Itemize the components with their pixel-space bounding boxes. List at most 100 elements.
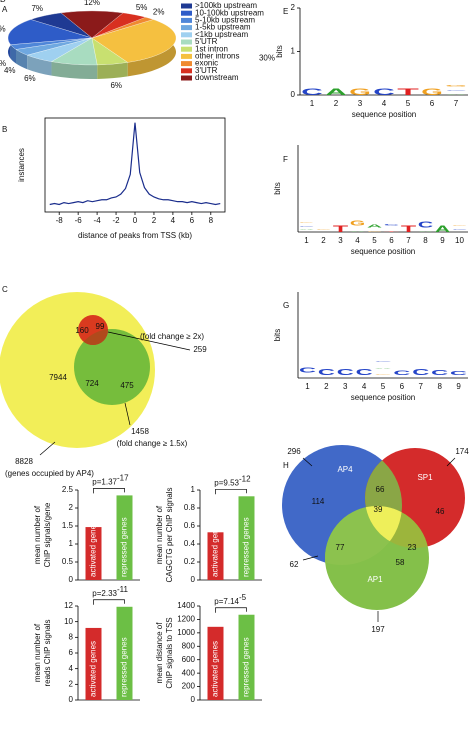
- region-count: 7944: [49, 373, 67, 382]
- pie-value-label: 5%: [136, 3, 148, 12]
- legend-label: >100kb upstream: [195, 1, 257, 10]
- y-tick-label: 6: [69, 648, 74, 657]
- logo-letter: A: [367, 224, 386, 229]
- y-tick-label: 800: [182, 641, 196, 650]
- pie-value-label: 12%: [84, 0, 100, 7]
- panel-label: B: [2, 125, 7, 134]
- y-tick-label: 0: [291, 90, 296, 99]
- y-tick-label: 2.5: [62, 485, 74, 494]
- legend-swatch: [181, 46, 192, 52]
- y-tick-label: 10: [64, 617, 73, 626]
- y-tick-label: 1400: [177, 601, 195, 610]
- x-tick-label: 4: [362, 382, 367, 391]
- bar-category-label: activated genes: [89, 521, 98, 577]
- logo-letter: G: [375, 375, 404, 376]
- y-tick-label: 0.5: [62, 557, 74, 566]
- region-count: 724: [85, 379, 99, 388]
- y-axis-label: ChIP signals/gene: [43, 502, 52, 567]
- x-tick-label: 4: [382, 99, 387, 108]
- logo-letter: T: [401, 225, 419, 235]
- leader-line: [124, 402, 131, 426]
- x-tick-label: 9: [456, 382, 461, 391]
- legend-label: 5'UTR: [195, 37, 218, 46]
- legend-swatch: [181, 53, 192, 59]
- pie-slice: [60, 10, 124, 39]
- x-tick-label: 7: [454, 99, 459, 108]
- y-tick-label: 4: [69, 664, 74, 673]
- significance-bracket: [93, 599, 125, 605]
- legend-label: 1st intron: [195, 44, 228, 53]
- y-tick-label: 0.8: [184, 503, 196, 512]
- bar: [238, 496, 255, 580]
- y-tick-label: 0.4: [184, 539, 196, 548]
- x-axis-label: sequence position: [351, 247, 416, 256]
- x-tick-label: 6: [190, 216, 195, 225]
- leader-line: [446, 457, 456, 467]
- bar: [85, 527, 102, 580]
- x-tick-label: -4: [94, 216, 102, 225]
- x-tick-label: 3: [358, 99, 363, 108]
- set-label: SP1: [417, 473, 433, 482]
- logo-letter: A: [375, 367, 406, 369]
- y-tick-label: 600: [182, 655, 196, 664]
- plot-frame: [44, 117, 226, 213]
- region-count: 77: [336, 543, 345, 552]
- y-tick-label: 0: [69, 695, 74, 704]
- p-value-exponent: -5: [239, 593, 247, 602]
- panel-label: D: [0, 0, 6, 4]
- bar: [116, 606, 133, 700]
- x-tick-label: 9: [440, 236, 445, 245]
- logo-letter: A: [325, 88, 347, 98]
- pie-value-label: 4%: [4, 66, 16, 75]
- y-axis-label: CAGCTG per ChIP signals: [165, 488, 174, 583]
- y-tick-label: 12: [64, 601, 73, 610]
- legend-label: 3'UTR: [195, 66, 218, 75]
- y-tick-label: 0.2: [184, 557, 196, 566]
- x-tick-label: 1: [305, 382, 310, 391]
- logo-letter: C: [452, 229, 468, 230]
- logo-letter: G: [452, 225, 474, 226]
- legend-swatch: [181, 39, 192, 45]
- y-axis-label: ChIP signals to TSS: [165, 617, 174, 688]
- pie-value-label: 6%: [24, 74, 36, 83]
- logo-letter: A: [435, 225, 451, 235]
- logo-letter: C: [412, 370, 432, 378]
- y-axis-label: mean distance of: [155, 622, 164, 684]
- logo-letter: C: [445, 90, 474, 91]
- legend-swatch: [181, 32, 192, 38]
- logo-letter: C: [431, 370, 448, 378]
- legend-swatch: [181, 17, 192, 23]
- y-tick-label: 1.5: [62, 521, 74, 530]
- y-tick-label: 400: [182, 668, 196, 677]
- x-tick-label: 5: [381, 382, 386, 391]
- logo-letter: C: [299, 226, 315, 227]
- logo-letter: G: [299, 222, 314, 223]
- venn-overlap: [365, 506, 429, 548]
- bar: [207, 626, 224, 700]
- p-value-exponent: -12: [239, 474, 251, 483]
- y-axis-label: mean number of: [33, 505, 42, 564]
- pie-side: [97, 62, 128, 79]
- x-tick-label: 2: [324, 382, 329, 391]
- x-axis-label: sequence position: [351, 393, 416, 402]
- x-tick-label: 8: [209, 216, 214, 225]
- logo-letter: G: [367, 232, 382, 233]
- legend-label: <1kb upstream: [195, 30, 248, 39]
- logo-letter: T: [333, 225, 351, 235]
- y-axis-label: bits: [275, 45, 284, 57]
- x-tick-label: 6: [389, 236, 394, 245]
- region-count: 99: [96, 322, 105, 331]
- x-tick-label: 2: [152, 216, 157, 225]
- logo-letter: A: [299, 229, 315, 230]
- y-tick-label: 1: [191, 485, 196, 494]
- logo-letter: A: [445, 94, 474, 95]
- pie-side: [27, 55, 52, 76]
- x-tick-label: 7: [406, 236, 411, 245]
- x-tick-label: 0: [133, 216, 138, 225]
- y-tick-label: 0: [191, 695, 196, 704]
- y-tick-label: 2: [291, 3, 296, 12]
- y-axis-label: reads ChIP signals: [43, 620, 52, 687]
- x-tick-label: 7: [419, 382, 424, 391]
